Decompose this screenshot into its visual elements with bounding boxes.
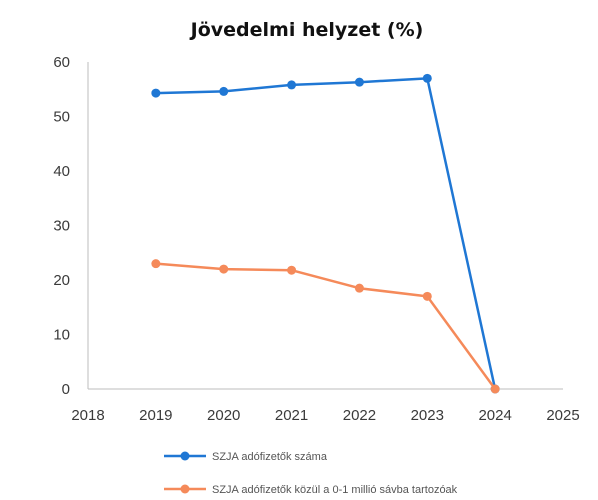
x-tick-label: 2023 bbox=[411, 407, 444, 424]
legend-marker-series-1 bbox=[180, 451, 190, 461]
y-tick-label: 10 bbox=[53, 327, 70, 344]
y-tick-label: 60 bbox=[53, 54, 70, 71]
x-tick-label: 2025 bbox=[546, 407, 579, 424]
data-point-series-2 bbox=[422, 291, 432, 301]
x-tick-label: 2022 bbox=[343, 407, 376, 424]
data-point-series-2 bbox=[219, 264, 229, 274]
legend-label-series-2: SZJA adófizetők közül a 0-1 millió sávba… bbox=[212, 484, 458, 496]
y-tick-label: 30 bbox=[53, 218, 70, 235]
x-tick-label: 2018 bbox=[71, 407, 104, 424]
x-tick-label: 2021 bbox=[275, 407, 308, 424]
y-tick-label: 50 bbox=[53, 109, 70, 126]
series-line-1 bbox=[155, 77, 497, 390]
data-point-series-1 bbox=[422, 73, 432, 83]
chart-title: Jövedelmi helyzet (%) bbox=[189, 19, 424, 41]
x-tick-label: 2024 bbox=[478, 407, 511, 424]
data-point-series-1 bbox=[219, 86, 229, 96]
y-tick-label: 40 bbox=[53, 163, 70, 180]
data-point-series-2 bbox=[490, 384, 500, 394]
chart-axes: 0 10 20 30 40 50 60 2018 2019 2020 2021 2022 2023 202… bbox=[53, 54, 579, 424]
data-point-series-2 bbox=[151, 259, 161, 269]
x-tick-label: 2020 bbox=[207, 407, 240, 424]
y-tick-label: 20 bbox=[53, 272, 70, 289]
x-tick-label: 2019 bbox=[139, 407, 172, 424]
series-line-2 bbox=[155, 262, 497, 390]
data-point-series-2 bbox=[354, 283, 364, 293]
y-tick-label: 0 bbox=[62, 381, 70, 398]
legend-marker-series-2 bbox=[180, 484, 190, 494]
legend-label-series-1: SZJA adófizetők száma bbox=[212, 451, 328, 463]
legend: SZJA adófizetők száma SZJA adófizetők köz… bbox=[164, 451, 458, 496]
data-point-series-2 bbox=[287, 265, 297, 275]
data-point-series-1 bbox=[287, 80, 297, 90]
data-point-series-1 bbox=[354, 77, 364, 87]
data-point-series-1 bbox=[151, 88, 161, 98]
plot-area bbox=[151, 73, 500, 394]
